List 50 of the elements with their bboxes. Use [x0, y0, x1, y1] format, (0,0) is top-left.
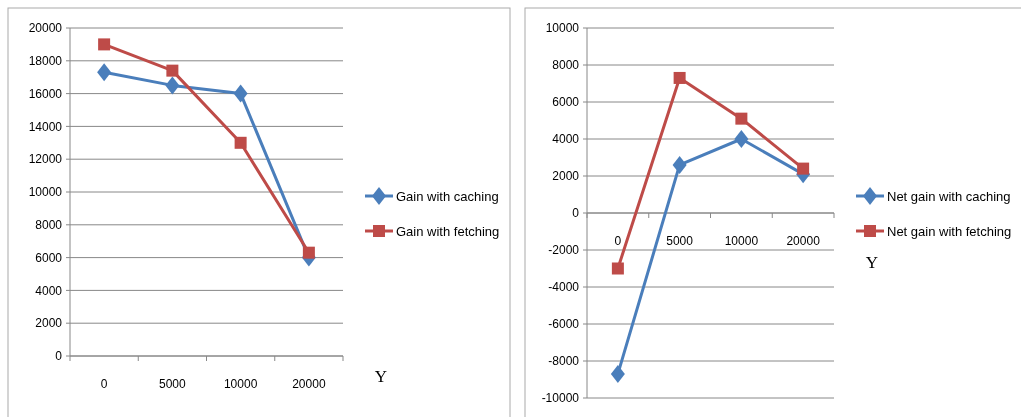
point: [302, 246, 315, 259]
point: [165, 76, 180, 95]
legend-label: Gain with caching: [396, 188, 499, 204]
y-tick-label: 10000: [545, 21, 580, 36]
y-tick-label: -10000: [541, 391, 580, 406]
point: [610, 364, 625, 383]
y-tick-label: 18000: [28, 54, 63, 68]
legend-label: Net gain with caching: [887, 188, 1011, 204]
x-tick-label: 10000: [223, 377, 258, 391]
x-tick-label: 0: [614, 234, 622, 248]
legend-label: Gain with fetching: [396, 223, 500, 239]
y-tick-label: -6000: [548, 317, 580, 332]
y-tick-label: -8000: [548, 354, 580, 369]
x-tick-label: 5000: [159, 377, 187, 391]
y-tick-label: 6000: [552, 95, 580, 110]
y-tick-label: 14000: [28, 119, 63, 134]
point: [233, 84, 248, 103]
y-tick-label: -4000: [548, 280, 580, 295]
x-axis-title: Y: [374, 367, 388, 386]
y-tick-label: 12000: [28, 152, 63, 167]
y-tick-label: -2000: [548, 243, 580, 258]
x-tick-label: 20000: [292, 377, 326, 391]
y-tick-label: 4000: [552, 132, 580, 147]
point: [611, 262, 624, 275]
point: [98, 38, 111, 51]
y-tick-label: 8000: [552, 58, 580, 73]
point: [673, 71, 686, 84]
point: [734, 130, 749, 148]
x-axis-title: Y: [865, 253, 879, 272]
point: [234, 136, 247, 149]
point: [735, 112, 748, 125]
y-tick-label: 2000: [552, 169, 580, 184]
y-tick-label: 16000: [28, 86, 63, 101]
x-tick-label: 5000: [666, 234, 694, 248]
y-tick-label: 2000: [35, 316, 63, 331]
y-tick-label: 0: [55, 349, 63, 364]
y-tick-label: 20000: [28, 21, 63, 36]
point: [672, 155, 687, 174]
point: [97, 63, 112, 82]
y-tick-label: 10000: [28, 185, 63, 200]
x-tick-label: 0: [100, 377, 108, 391]
y-tick-label: 4000: [35, 283, 63, 298]
y-tick-label: 6000: [35, 250, 63, 265]
y-tick-label: 8000: [35, 218, 63, 232]
point: [166, 64, 179, 77]
legend-label: Net gain with fetching: [887, 223, 1012, 239]
x-tick-label: 20000: [786, 234, 821, 248]
x-tick-label: 10000: [724, 234, 759, 248]
y-tick-label: 0: [572, 206, 580, 221]
point: [797, 162, 810, 175]
